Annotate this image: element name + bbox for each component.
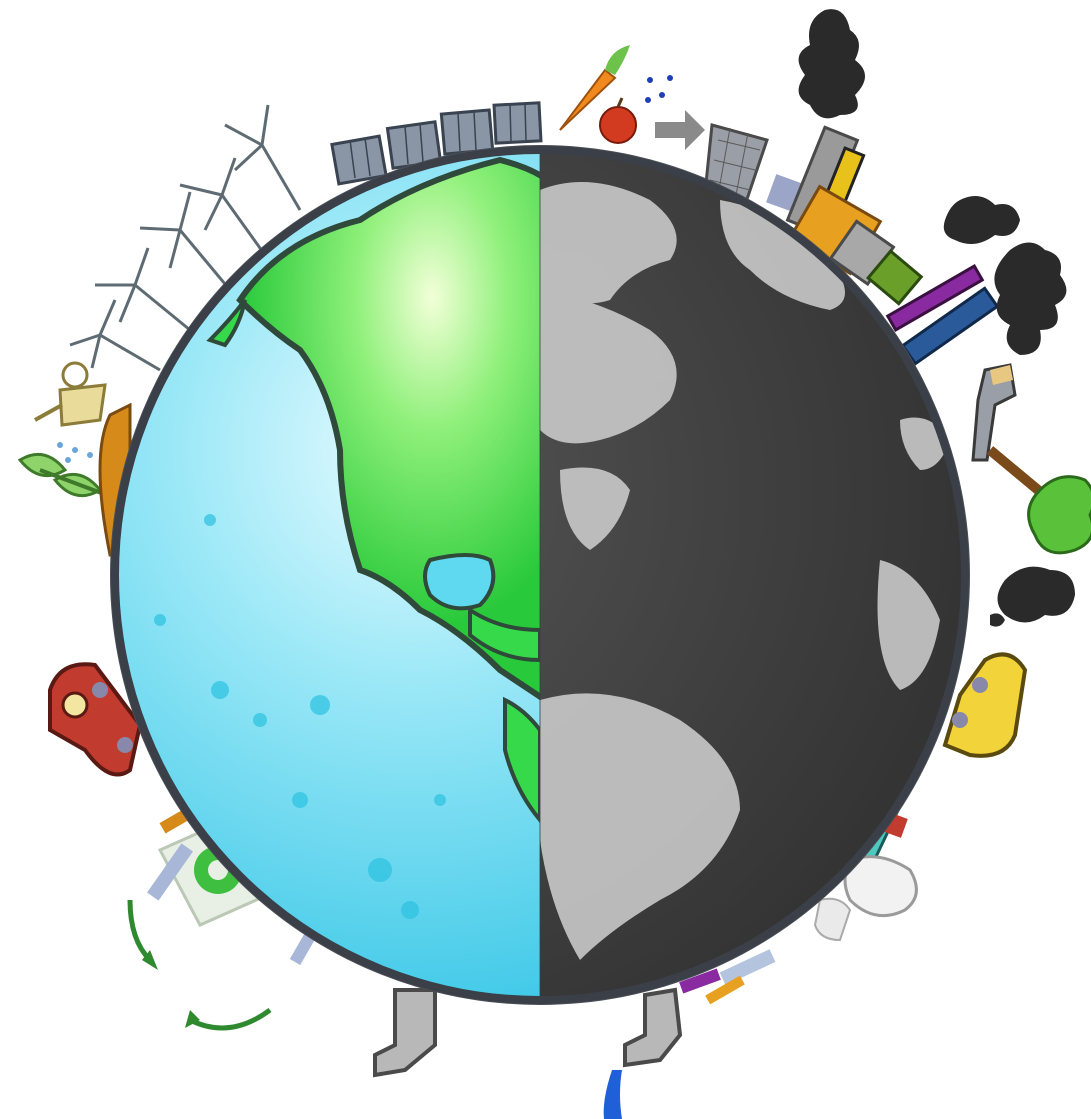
axe-icon (971, 363, 1054, 504)
arrow-icon (655, 110, 705, 150)
car-icon (48, 662, 143, 777)
bottle-icon (679, 949, 776, 1005)
dripping-tap-icon (603, 987, 683, 1119)
wind-turbine-icon (69, 104, 302, 372)
healthy-earth-half (115, 150, 540, 1000)
carrot-icon (559, 45, 630, 131)
factory-icon (766, 125, 1000, 366)
globe (110, 145, 970, 1005)
watering-can-icon (34, 361, 107, 463)
tree-icon (1027, 475, 1091, 555)
polluted-earth-half (540, 150, 965, 1000)
solar-panel-icon (330, 101, 543, 186)
tap-icon (373, 988, 437, 1078)
plastic-bag-icon (813, 855, 918, 942)
apple-icon (599, 75, 673, 144)
smoke-icon (798, 9, 1075, 627)
car-icon (942, 652, 1028, 758)
